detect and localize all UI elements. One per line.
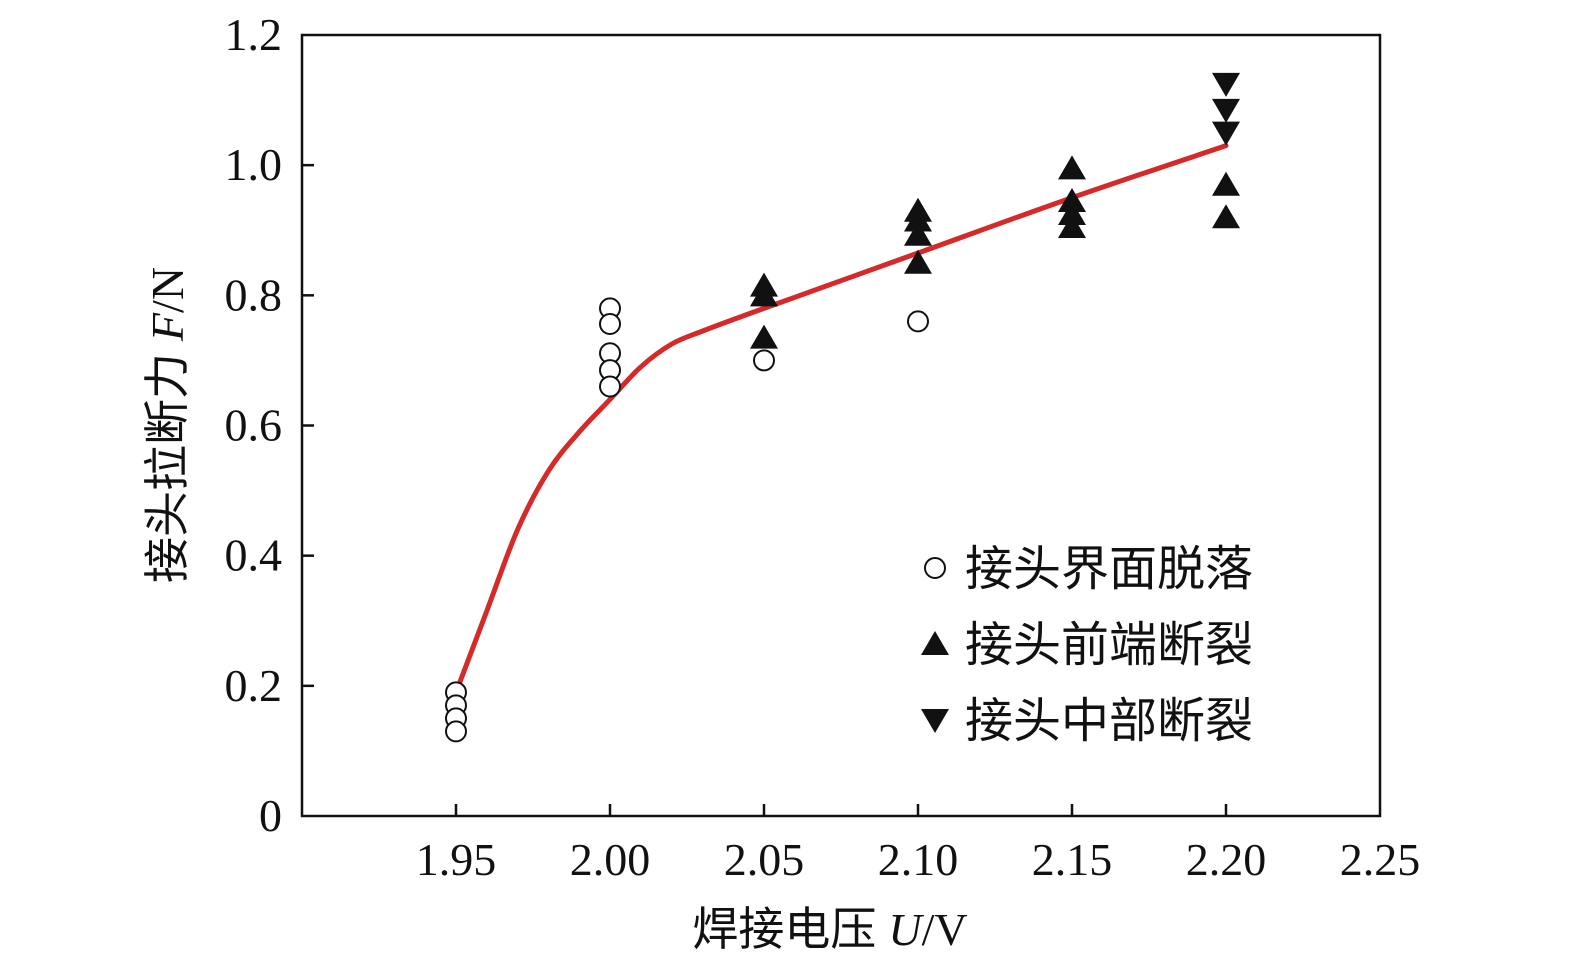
data-point-circle-open [907, 310, 929, 333]
x-tick-label: 2.25 [1340, 834, 1421, 885]
data-point-triangle-up [1058, 155, 1086, 180]
data-point-triangle-up [1058, 187, 1086, 212]
x-axis-label: 焊接电压 U/V [692, 904, 967, 955]
x-tick-label: 2.15 [1032, 834, 1113, 885]
data-point-circle-open [599, 375, 621, 398]
legend-marker-triangle-down [921, 709, 949, 733]
x-tick-label: 2.00 [570, 834, 651, 885]
data-point-circle-open [753, 349, 775, 372]
data-point-triangle-up [750, 282, 778, 307]
data-point-triangle-up [904, 221, 932, 246]
data-point-triangle-down [1212, 121, 1240, 146]
data-point-triangle-up [750, 324, 778, 349]
data-point-triangle-down [1212, 72, 1240, 97]
data-point-triangle-up [1212, 171, 1240, 196]
y-tick-label: 1.0 [225, 139, 283, 190]
data-point-circle-open [445, 720, 467, 743]
legend-label: 接头中部断裂 [965, 695, 1253, 748]
fit-curve [453, 143, 1229, 695]
y-tick-label: 0.4 [225, 530, 283, 581]
y-tick-label: 0.6 [225, 400, 283, 451]
legend-marker-triangle-up [921, 631, 949, 655]
data-point-circle-open [599, 312, 621, 335]
y-tick-label: 0 [259, 790, 282, 841]
y-tick-label: 0.2 [225, 660, 283, 711]
data-point-triangle-up [904, 207, 932, 232]
legend-marker-circle-open [924, 557, 946, 579]
data-point-triangle-up [1058, 200, 1086, 225]
y-axis-label: 接头拉断力F/N [142, 267, 193, 583]
x-tick-label: 2.05 [724, 834, 805, 885]
data-point-triangle-down [1212, 98, 1240, 123]
data-point-triangle-up [1058, 213, 1086, 238]
legend-label: 接头界面脱落 [965, 543, 1253, 596]
data-point-triangle-up [1212, 204, 1240, 229]
data-point-triangle-up [904, 249, 932, 274]
x-tick-label: 1.95 [416, 834, 497, 885]
x-tick-label: 2.20 [1186, 834, 1267, 885]
x-tick-label: 2.10 [878, 834, 959, 885]
y-tick-label: 1.2 [225, 9, 283, 60]
y-tick-label: 0.8 [225, 269, 283, 320]
legend-label: 接头前端断裂 [965, 619, 1253, 672]
